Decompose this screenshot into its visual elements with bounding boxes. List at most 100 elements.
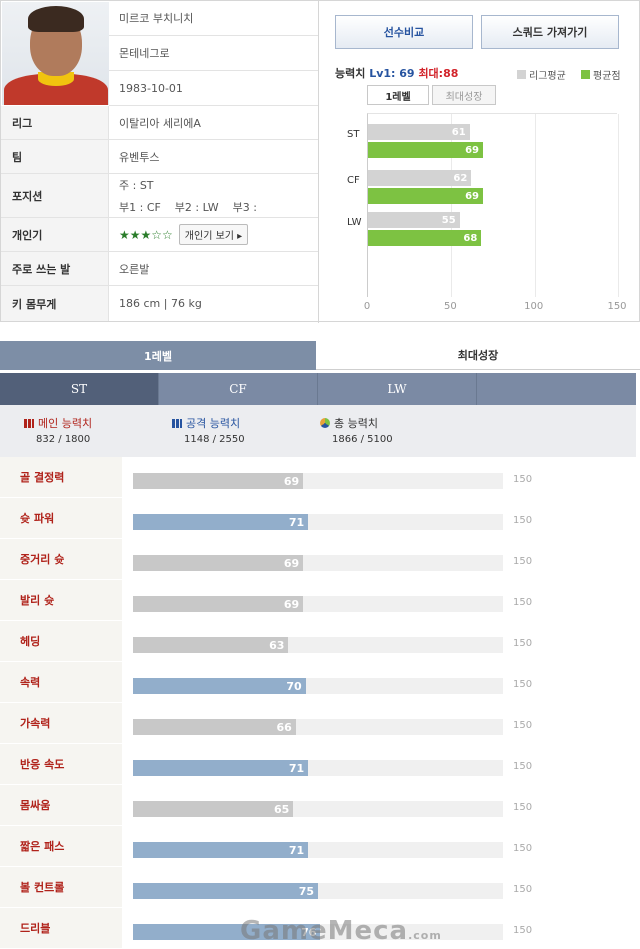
stat-max: 150: [513, 597, 533, 608]
info-row-skill: 개인기 ★★★☆☆ 개인기 보기 ▸: [1, 218, 318, 252]
stat-name: 가속력: [0, 703, 122, 744]
ability-heading: 능력치 Lv1: 69 최대:88: [335, 67, 459, 80]
stat-name: 짧은 패스: [0, 826, 122, 867]
squad-button[interactable]: 스쿼드 가져가기: [481, 15, 619, 49]
x-tick-label: 50: [443, 301, 457, 312]
player-birth: 1983-10-01: [109, 71, 318, 106]
ability-lv: Lv1: 69: [369, 67, 415, 80]
chart-category-label: CF: [347, 175, 360, 186]
stat-max: 150: [513, 720, 533, 731]
stat-name: 드리블: [0, 908, 122, 949]
bar-chart-icon: [172, 418, 182, 428]
stat-max: 150: [513, 802, 533, 813]
tab-level1-main[interactable]: 1레벨: [0, 341, 316, 370]
stat-max: 150: [513, 884, 533, 895]
summary-attack: 공격 능력치 1148 / 2550: [172, 415, 245, 445]
info-label: 주로 쓰는 발: [1, 252, 109, 285]
player-avg-bar: 68: [368, 230, 482, 246]
tab-level1[interactable]: 1레벨: [367, 85, 429, 105]
stat-bar: 69: [133, 555, 304, 571]
info-label: 팀: [1, 140, 109, 173]
stat-bar: 66: [133, 719, 296, 735]
stat-row: 짧은 패스 71 150: [0, 826, 636, 867]
skill-view-button[interactable]: 개인기 보기 ▸: [178, 224, 249, 245]
summary-main: 메인 능력치 832 / 1800: [24, 415, 92, 445]
stat-row: 볼 컨트롤 75 150: [0, 867, 636, 908]
stat-track: 71: [133, 842, 503, 858]
stat-max: 150: [513, 474, 533, 485]
stat-max: 150: [513, 638, 533, 649]
player-nation: 몬테네그로: [109, 36, 318, 71]
info-value: 186 cm | 76 kg: [119, 297, 202, 310]
player-info: 미르코 부치니치 몬테네그로 1983-10-01 리그 이탈리아 세리에A 팀…: [1, 1, 319, 323]
stat-track: 66: [133, 719, 503, 735]
grid-line: [451, 114, 453, 297]
stat-bar: 71: [133, 760, 309, 776]
stat-name: 중거리 슛: [0, 539, 122, 580]
stat-row: 중거리 슛 69 150: [0, 539, 636, 580]
stat-name: 반응 속도: [0, 744, 122, 785]
stat-track: 69: [133, 555, 503, 571]
stat-max: 150: [513, 556, 533, 567]
compare-button[interactable]: 선수비교: [335, 15, 473, 49]
stat-name: 헤딩: [0, 621, 122, 662]
stat-bar: 75: [133, 883, 318, 899]
stat-bar: 71: [133, 514, 309, 530]
watermark-logo: GameMeca.com: [240, 916, 442, 946]
stat-bar: 69: [133, 473, 304, 489]
stat-bar: 71: [133, 842, 309, 858]
player-name: 미르코 부치니치: [109, 1, 318, 36]
stat-track: 69: [133, 473, 503, 489]
info-label: 포지션: [1, 174, 109, 217]
stat-track: 65: [133, 801, 503, 817]
player-top-panel: 미르코 부치니치 몬테네그로 1983-10-01 리그 이탈리아 세리에A 팀…: [0, 0, 640, 323]
stat-track: 69: [133, 596, 503, 612]
stat-track: 75: [133, 883, 503, 899]
pie-chart-icon: [320, 418, 330, 428]
stat-track: 63: [133, 637, 503, 653]
player-avg-bar: 69: [368, 142, 483, 158]
league-avg-bar: 55: [368, 212, 460, 228]
summary-total: 총 능력치 1866 / 5100: [320, 415, 393, 445]
legend-avg: 평균점: [581, 67, 621, 82]
stat-row: 몸싸움 65 150: [0, 785, 636, 826]
stat-max: 150: [513, 761, 533, 772]
stat-bar: 65: [133, 801, 294, 817]
stat-row: 반응 속도 71 150: [0, 744, 636, 785]
info-value: 이탈리아 세리에A: [119, 116, 201, 130]
star-rating: ★★★☆☆: [119, 227, 173, 242]
stat-track: 76: [133, 924, 503, 940]
stat-bar: 76: [133, 924, 321, 940]
stat-row: 속력 70 150: [0, 662, 636, 703]
stat-track: 70: [133, 678, 503, 694]
ability-chart-box: 선수비교 스쿼드 가져가기 능력치 Lv1: 69 최대:88 리그평균 평균점…: [319, 1, 639, 321]
x-tick-label: 150: [607, 301, 627, 312]
stat-name: 몸싸움: [0, 785, 122, 826]
chart-category-label: LW: [347, 217, 362, 228]
x-tick-label: 100: [524, 301, 544, 312]
tab-max-growth-main[interactable]: 최대성장: [316, 341, 640, 370]
info-row-foot: 주로 쓰는 발 오른발: [1, 252, 318, 286]
info-row-team: 팀 유벤투스: [1, 140, 318, 174]
stat-max: 150: [513, 843, 533, 854]
tab-max-growth[interactable]: 최대성장: [432, 85, 496, 105]
league-avg-bar: 61: [368, 124, 470, 140]
tab-pos-empty: [477, 373, 636, 405]
info-label: 리그: [1, 106, 109, 139]
player-photo: [2, 2, 109, 105]
stat-row: 골 결정력 69 150: [0, 457, 636, 498]
x-tick-label: 0: [363, 301, 371, 312]
stat-name: 골 결정력: [0, 457, 122, 498]
tab-pos-st[interactable]: ST: [0, 373, 159, 405]
chart-category-label: ST: [347, 129, 360, 140]
stat-track: 71: [133, 514, 503, 530]
stat-row: 헤딩 63 150: [0, 621, 636, 662]
summary-bar: 메인 능력치 832 / 1800 공격 능력치 1148 / 2550 총 능…: [0, 405, 636, 457]
info-row-league: 리그 이탈리아 세리에A: [1, 106, 318, 140]
ability-bar-chart: 61 69 62 69 55 68: [367, 113, 619, 297]
tab-pos-cf[interactable]: CF: [159, 373, 318, 405]
legend-league: 리그평균: [517, 67, 566, 82]
position-subs: 부1 : CF 부2 : LW 부3 :: [119, 200, 257, 214]
grid-line: [618, 114, 619, 297]
tab-pos-lw[interactable]: LW: [318, 373, 477, 405]
